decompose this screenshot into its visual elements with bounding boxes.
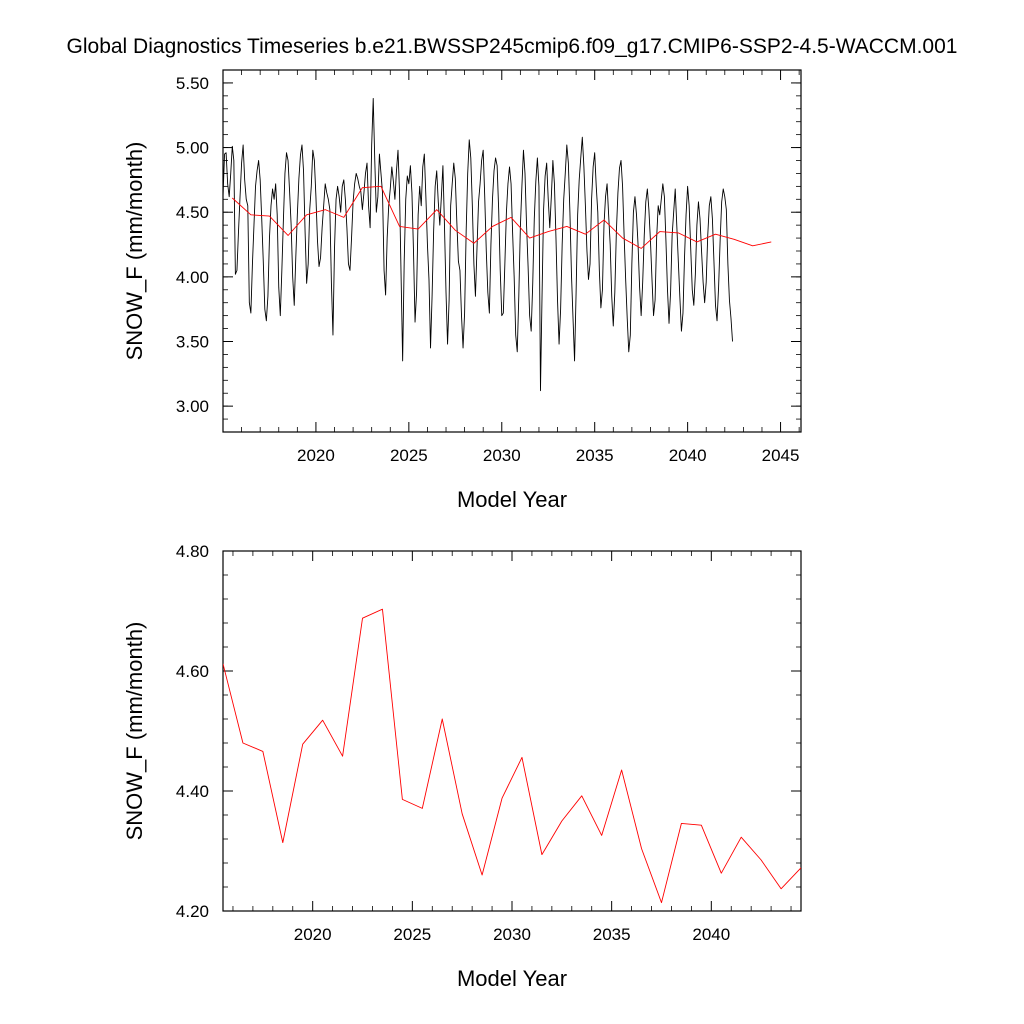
x-tick-label: 2025 <box>393 925 431 944</box>
x-tick-label: 2040 <box>669 446 707 465</box>
x-tick-label: 2045 <box>762 446 800 465</box>
x-tick-label: 2020 <box>297 446 335 465</box>
y-tick-label: 4.60 <box>176 662 209 681</box>
x-axis-label: Model Year <box>457 966 567 991</box>
plot-frame <box>222 69 802 433</box>
x-tick-label: 2035 <box>576 446 614 465</box>
y-tick-label: 4.40 <box>176 782 209 801</box>
x-tick-label: 2040 <box>692 925 730 944</box>
x-tick-label: 2025 <box>390 446 428 465</box>
y-tick-label: 3.50 <box>176 333 209 352</box>
x-tick-label: 2030 <box>493 925 531 944</box>
y-axis-label: SNOW_F (mm/month) <box>122 622 147 841</box>
y-tick-label: 4.80 <box>176 542 209 561</box>
x-tick-label: 2035 <box>593 925 631 944</box>
y-tick-label: 4.00 <box>176 268 209 287</box>
y-tick-label: 4.20 <box>176 902 209 921</box>
y-tick-label: 5.00 <box>176 139 209 158</box>
x-tick-label: 2020 <box>294 925 332 944</box>
series-line-monthly <box>223 97 733 392</box>
series-line-annual <box>231 185 772 249</box>
series-line-annual <box>223 608 801 904</box>
y-tick-label: 4.50 <box>176 203 209 222</box>
plot-annual: 2020 2025 2030 2035 2040 4.20 4.40 4.60 4.80 Mode… <box>122 542 802 991</box>
x-tick-label: 2030 <box>483 446 521 465</box>
y-tick-label: 3.00 <box>176 397 209 416</box>
x-axis-label: Model Year <box>457 487 567 512</box>
y-axis-label: SNOW_F (mm/month) <box>122 142 147 361</box>
plot-monthly: 2020 2025 2030 2035 2040 2045 3.00 3.50 4.00 4.50… <box>122 69 802 512</box>
chart-title: Global Diagnostics Timeseries b.e21.BWSS… <box>67 35 958 58</box>
y-tick-label: 5.50 <box>176 74 209 93</box>
